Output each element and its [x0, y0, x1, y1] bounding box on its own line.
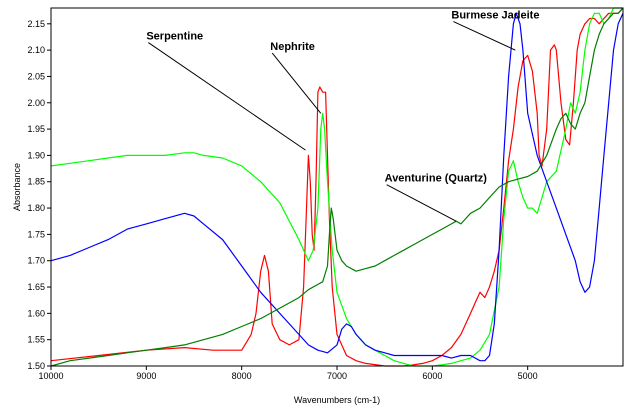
x-tick-label-5: 5000 — [518, 371, 538, 381]
y-tick-label-12: 2.10 — [27, 45, 45, 55]
annotation-label-3: Aventurine (Quartz) — [385, 173, 488, 185]
annotation-label-2: Burmese Jadeite — [451, 10, 539, 22]
y-tick-label-4: 1.70 — [27, 256, 45, 266]
annotation-label-0: Serpentine — [146, 31, 203, 43]
series-line-2 — [50, 12, 624, 362]
y-axis-title: Absorbance — [12, 163, 22, 211]
series-layer — [50, 7, 624, 367]
y-tick-label-8: 1.90 — [27, 150, 45, 160]
annotation-leader-1 — [271, 52, 322, 114]
y-tick-label-0: 1.50 — [27, 361, 45, 371]
annotation-label-1: Nephrite — [270, 41, 315, 53]
y-tick-label-9: 1.95 — [27, 124, 45, 134]
annotation-layer: Serpentine Nephrite Burmese Jadeite Aventur… — [146, 10, 539, 222]
x-tick-label-1: 9000 — [136, 371, 156, 381]
y-tick-label-5: 1.75 — [27, 229, 45, 239]
y-tick-label-13: 2.15 — [27, 19, 45, 29]
y-tick-label-10: 2.00 — [27, 98, 45, 108]
x-axis-title: Wavenumbers (cm-1) — [294, 395, 380, 405]
y-tick-label-3: 1.65 — [27, 282, 45, 292]
x-tick-label-2: 8000 — [232, 371, 252, 381]
y-tick-label-1: 1.55 — [27, 335, 45, 345]
y-tick-label-6: 1.80 — [27, 203, 45, 213]
series-line-3 — [50, 7, 624, 367]
x-tick-label-4: 6000 — [422, 371, 442, 381]
x-tick-label-0: 10000 — [38, 371, 63, 381]
axes-layer: 10000 9000 8000 7000 6000 5000 1.50 1.55 1.60 1.6… — [27, 19, 537, 381]
y-tick-label-11: 2.05 — [27, 71, 45, 81]
annotation-leader-2 — [453, 21, 516, 51]
x-tick-label-3: 7000 — [327, 371, 347, 381]
y-tick-label-2: 1.60 — [27, 308, 45, 318]
annotation-leader-3 — [386, 184, 457, 222]
y-tick-label-7: 1.85 — [27, 177, 45, 187]
annotation-leader-0 — [148, 42, 306, 151]
